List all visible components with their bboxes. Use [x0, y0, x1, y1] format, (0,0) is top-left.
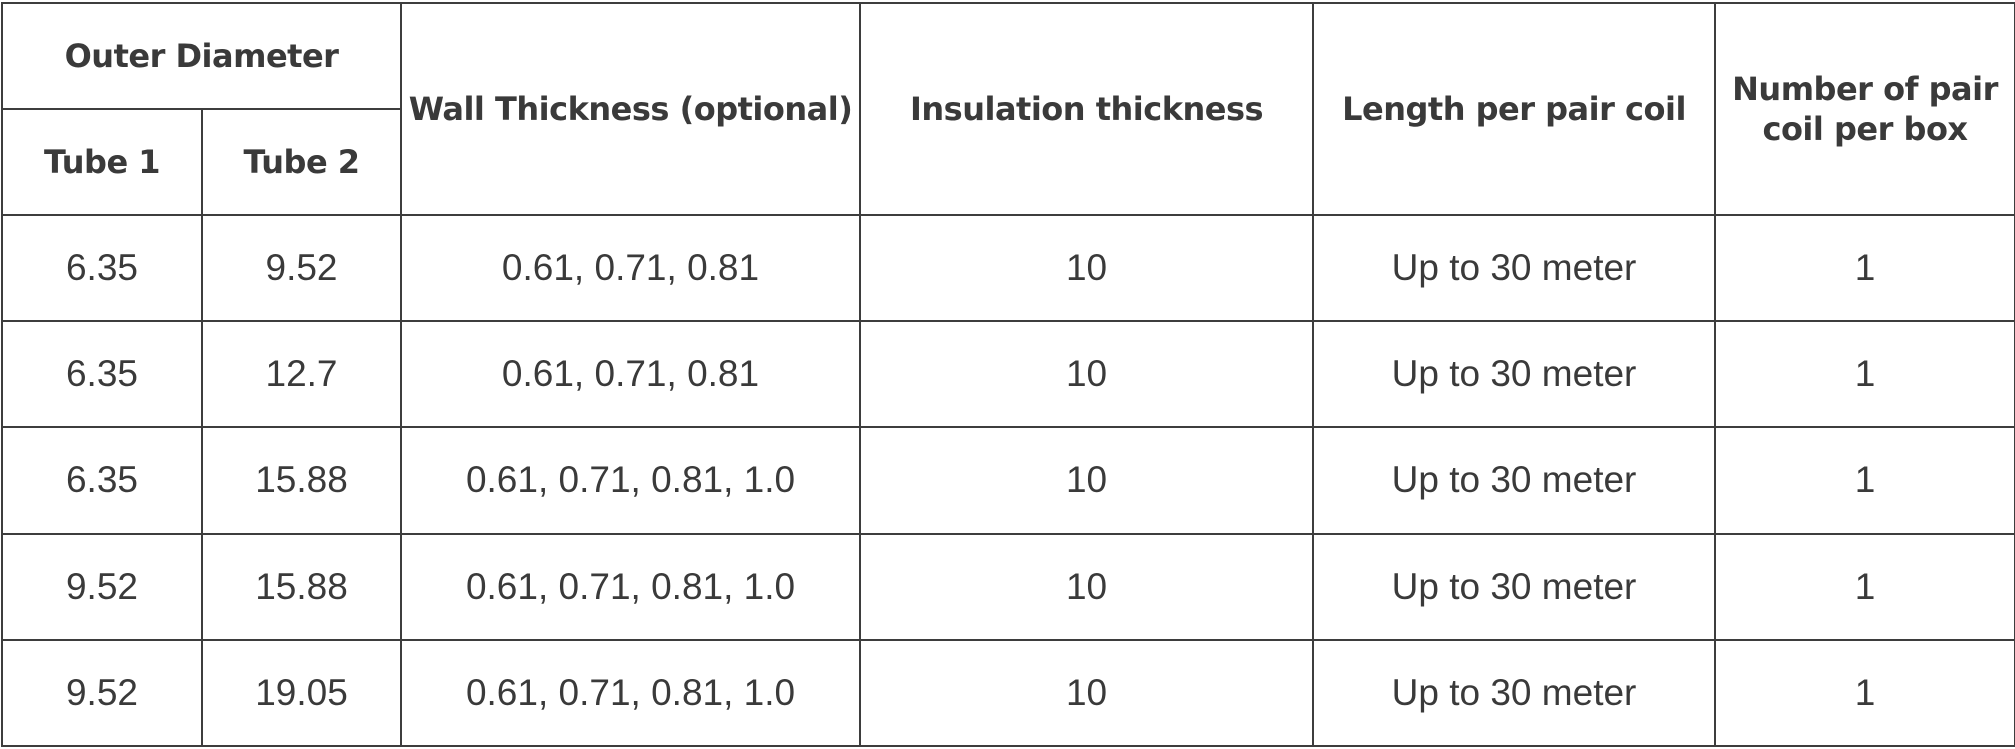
cell-tube1: 6.35 — [1, 213, 203, 323]
cell-tube2: 12.7 — [200, 320, 403, 429]
table-row: 6.35 15.88 0.61, 0.71, 0.81, 1.0 10 Up t… — [1, 426, 2015, 535]
header-number-per-box-line2: coil per box — [1762, 110, 1968, 148]
cell-length: Up to 30 meter — [1312, 213, 1717, 323]
cell-count: 1 — [1714, 638, 2015, 748]
header-row-top: Outer Diameter Wall Thickness (optional)… — [0, 2, 2015, 216]
table-row: 6.35 9.52 0.61, 0.71, 0.81 10 Up to 30 m… — [1, 213, 2015, 323]
cell-count: 1 — [1714, 426, 2015, 535]
table-row: 9.52 15.88 0.61, 0.71, 0.81, 1.0 10 Up t… — [1, 532, 2015, 641]
cell-tube1: 6.35 — [1, 426, 203, 535]
cell-tube1: 6.35 — [1, 320, 203, 429]
cell-insulation-thickness: 10 — [859, 638, 1315, 748]
cell-count: 1 — [1714, 213, 2015, 323]
cell-insulation-thickness: 10 — [859, 532, 1315, 641]
cell-length: Up to 30 meter — [1312, 532, 1717, 641]
table-row: 6.35 12.7 0.61, 0.71, 0.81 10 Up to 30 m… — [1, 320, 2015, 429]
cell-tube2: 19.05 — [200, 638, 403, 748]
cell-length: Up to 30 meter — [1312, 426, 1717, 535]
cell-tube1: 9.52 — [1, 638, 203, 748]
table-row: 9.52 19.05 0.61, 0.71, 0.81, 1.0 10 Up t… — [1, 638, 2015, 748]
cell-wall-thickness: 0.61, 0.71, 0.81, 1.0 — [400, 638, 862, 748]
header-length-per-pair-coil: Length per pair coil — [1312, 2, 1717, 216]
cell-count: 1 — [1714, 320, 2015, 429]
cell-tube2: 9.52 — [200, 213, 403, 323]
cell-length: Up to 30 meter — [1312, 638, 1717, 748]
cell-insulation-thickness: 10 — [859, 320, 1315, 429]
cell-tube2: 15.88 — [200, 426, 403, 535]
header-insulation-thickness: Insulation thickness — [859, 2, 1315, 216]
header-row-sub: Tube 1 Tube 2 — [1, 108, 2015, 216]
header-tube1: Tube 1 — [1, 108, 203, 216]
cell-length: Up to 30 meter — [1312, 320, 1717, 429]
header-number-per-box: Number of pair coil per box — [1714, 2, 2015, 216]
cell-tube2: 15.88 — [200, 532, 403, 641]
cell-insulation-thickness: 10 — [859, 426, 1315, 535]
header-tube2: Tube 2 — [200, 108, 403, 216]
cell-insulation-thickness: 10 — [859, 213, 1315, 323]
cell-wall-thickness: 0.61, 0.71, 0.81 — [400, 320, 862, 429]
cell-wall-thickness: 0.61, 0.71, 0.81 — [400, 213, 862, 323]
cell-wall-thickness: 0.61, 0.71, 0.81, 1.0 — [400, 532, 862, 641]
header-number-per-box-line1: Number of pair — [1732, 70, 1998, 108]
cell-wall-thickness: 0.61, 0.71, 0.81, 1.0 — [400, 426, 862, 535]
header-outer-diameter: Outer Diameter — [0, 2, 403, 110]
header-wall-thickness: Wall Thickness (optional) — [400, 2, 862, 216]
cell-tube1: 9.52 — [1, 532, 203, 641]
cell-count: 1 — [1714, 532, 2015, 641]
